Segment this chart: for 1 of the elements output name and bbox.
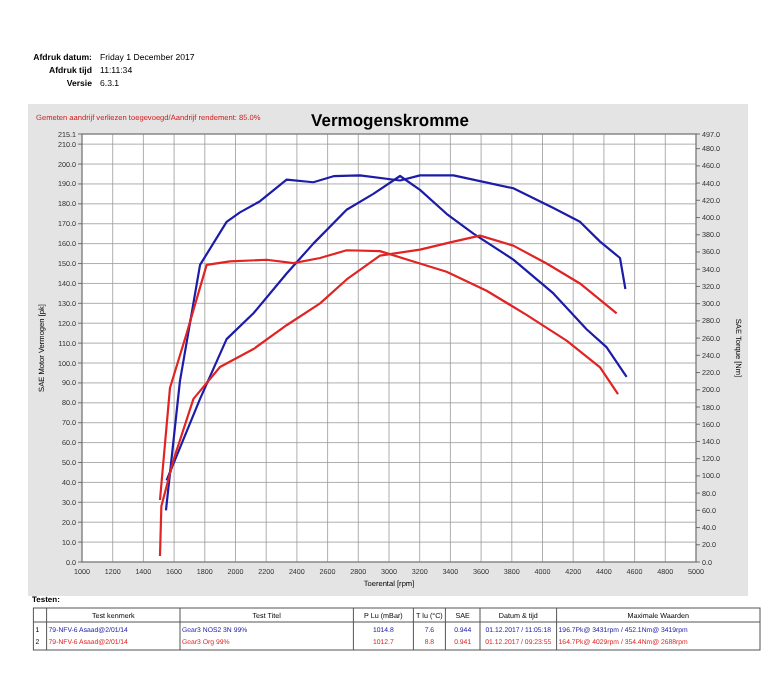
chart-title: Vermogenskromme xyxy=(311,110,470,130)
